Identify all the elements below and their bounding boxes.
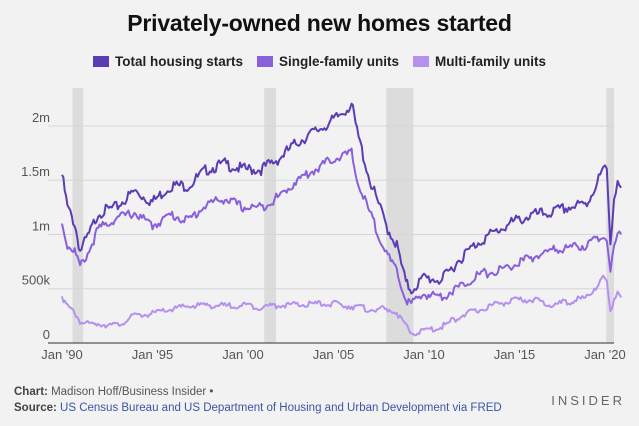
chart-credit-text: Madison Hoff/Business Insider • [51,386,214,398]
source-line: Source: US Census Bureau and US Departme… [14,402,502,414]
insider-logo: INSIDER [551,393,625,408]
series-line-0 [61,102,622,295]
legend-item-multi: Multi-family units [413,54,546,69]
chart-credit-line: Chart: Madison Hoff/Business Insider • [14,386,213,398]
recession-band-0 [72,88,84,343]
legend-label-total: Total housing starts [114,54,243,69]
x-tick-label: Jan '20 [584,347,626,362]
chart-title: Privately-owned new homes started [127,10,512,36]
source-text: US Census Bureau and US Department of Ho… [60,402,502,414]
series-line-2 [61,274,623,337]
legend-swatch-multi [413,56,430,67]
legend-swatch-single [256,56,273,67]
legend-label-multi: Multi-family units [435,54,547,69]
x-tick-label: Jan '95 [132,347,174,362]
chart-credit-label: Chart: [14,386,48,398]
y-tick-label: 1.5m [21,164,50,179]
legend-label-single: Single-family units [278,54,400,69]
legend-item-total: Total housing starts [92,54,243,69]
recession-band-1 [264,88,277,343]
legend-swatch-total [92,56,109,67]
y-tick-label: 0 [43,327,50,342]
x-tick-label: Jan '00 [222,347,264,362]
y-tick-label: 500k [22,273,51,288]
y-tick-label: 2m [32,110,50,125]
x-tick-label: Jan '05 [313,347,355,362]
chart-legend: Total housing starts Single-family units… [0,54,639,69]
x-tick-label: Jan '15 [494,347,536,362]
legend-item-single: Single-family units [256,54,400,69]
recession-band-3 [606,88,614,343]
y-tick-label: 1m [32,218,50,233]
series-line-1 [61,147,623,306]
x-tick-label: Jan '90 [41,347,83,362]
source-label: Source: [14,402,57,414]
x-tick-label: Jan '10 [403,347,445,362]
